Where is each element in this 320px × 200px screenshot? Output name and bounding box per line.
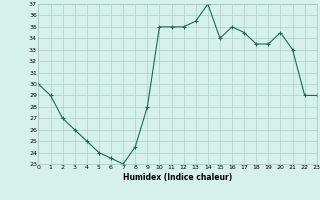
X-axis label: Humidex (Indice chaleur): Humidex (Indice chaleur) bbox=[123, 173, 232, 182]
